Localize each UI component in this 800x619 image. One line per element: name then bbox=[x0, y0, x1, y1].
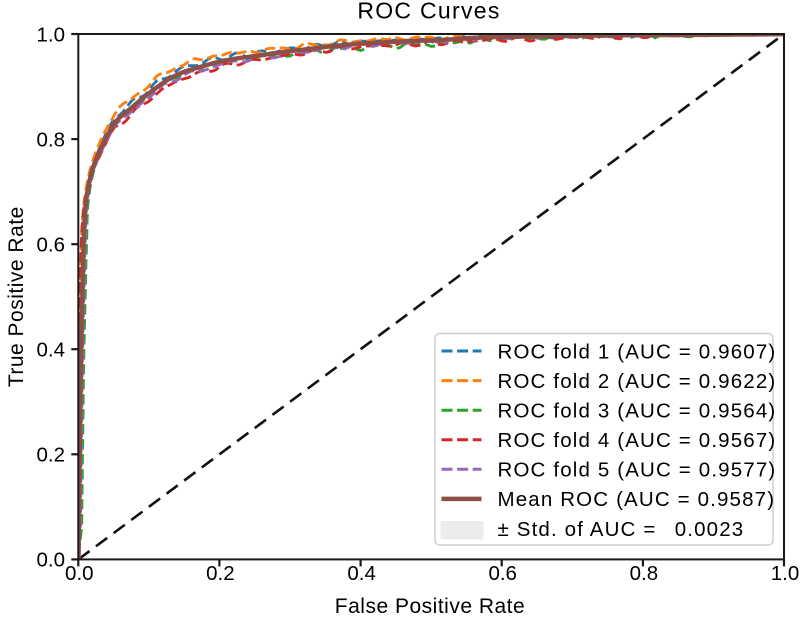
svg-text:ROC fold 3 (AUC = 0.9564): ROC fold 3 (AUC = 0.9564) bbox=[498, 400, 777, 423]
svg-text:Mean ROC (AUC = 0.9587): Mean ROC (AUC = 0.9587) bbox=[498, 488, 776, 511]
svg-text:0.8: 0.8 bbox=[630, 562, 659, 585]
svg-text:0.6: 0.6 bbox=[488, 562, 517, 585]
svg-text:1.0: 1.0 bbox=[771, 562, 800, 585]
svg-text:0.0: 0.0 bbox=[37, 549, 66, 572]
svg-text:ROC Curves: ROC Curves bbox=[357, 0, 500, 24]
svg-text:0.4: 0.4 bbox=[347, 562, 376, 585]
svg-text:ROC fold 4 (AUC = 0.9567): ROC fold 4 (AUC = 0.9567) bbox=[498, 429, 777, 452]
svg-text:1.0: 1.0 bbox=[37, 23, 66, 46]
svg-text:False Positive Rate: False Positive Rate bbox=[335, 595, 525, 618]
svg-text:ROC fold 1 (AUC = 0.9607): ROC fold 1 (AUC = 0.9607) bbox=[498, 340, 777, 363]
svg-text:ROC fold 5 (AUC = 0.9577): ROC fold 5 (AUC = 0.9577) bbox=[498, 459, 777, 482]
svg-text:0.2: 0.2 bbox=[206, 562, 235, 585]
svg-text:± Std. of AUC = 0.0023: ± Std. of AUC = 0.0023 bbox=[498, 518, 745, 541]
svg-text:0.4: 0.4 bbox=[37, 339, 66, 362]
svg-text:True Positive Rate: True Positive Rate bbox=[5, 206, 28, 387]
svg-text:0.8: 0.8 bbox=[37, 128, 66, 151]
svg-text:ROC fold 2 (AUC = 0.9622): ROC fold 2 (AUC = 0.9622) bbox=[498, 370, 777, 393]
svg-text:0.2: 0.2 bbox=[37, 444, 66, 467]
svg-text:0.6: 0.6 bbox=[37, 234, 66, 257]
svg-text:0.0: 0.0 bbox=[65, 562, 94, 585]
